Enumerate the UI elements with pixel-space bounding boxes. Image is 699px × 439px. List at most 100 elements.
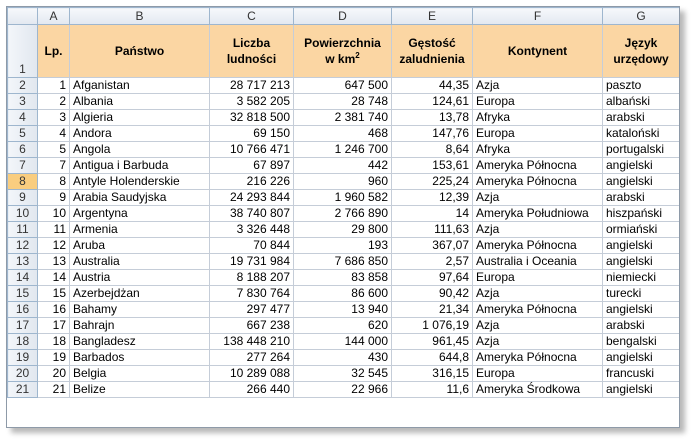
cell-gestosc[interactable]: 2,57 (391, 253, 473, 270)
cell-kontynent[interactable]: Azja (472, 285, 603, 302)
cell-panstwo[interactable]: Barbados (69, 349, 210, 366)
column-header-a[interactable]: A (37, 7, 70, 25)
cell-jezyk[interactable]: arabski (602, 189, 679, 206)
cell-lp[interactable]: 7 (37, 157, 70, 174)
cell-ludnosc[interactable]: 8 188 207 (209, 269, 294, 286)
cell-lp[interactable]: 12 (37, 237, 70, 254)
cell-gestosc[interactable]: 367,07 (391, 237, 473, 254)
cell-ludnosc[interactable]: 297 477 (209, 301, 294, 318)
cell-ludnosc[interactable]: 70 844 (209, 237, 294, 254)
cell-ludnosc[interactable]: 266 440 (209, 381, 294, 398)
cell-panstwo[interactable]: Bangladesz (69, 333, 210, 350)
cell-gestosc[interactable]: 316,15 (391, 365, 473, 382)
cell-lp[interactable]: 8 (37, 173, 70, 190)
row-header[interactable]: 8 (7, 173, 38, 190)
row-header[interactable]: 17 (7, 317, 38, 334)
cell-powierzchnia[interactable]: 13 940 (293, 301, 392, 318)
cell-gestosc[interactable]: 124,61 (391, 93, 473, 110)
row-header[interactable]: 1 (7, 24, 38, 78)
cell-ludnosc[interactable]: 69 150 (209, 125, 294, 142)
cell-jezyk[interactable]: albański (602, 93, 679, 110)
row-header[interactable]: 11 (7, 221, 38, 238)
cell-kontynent[interactable]: Ameryka Południowa (472, 205, 603, 222)
row-header[interactable]: 5 (7, 125, 38, 142)
cell-ludnosc[interactable]: 138 448 210 (209, 333, 294, 350)
cell-lp[interactable]: 19 (37, 349, 70, 366)
cell-gestosc[interactable]: 97,64 (391, 269, 473, 286)
cell-ludnosc[interactable]: 10 289 088 (209, 365, 294, 382)
cell-ludnosc[interactable]: 10 766 471 (209, 141, 294, 158)
cell-panstwo[interactable]: Antigua i Barbuda (69, 157, 210, 174)
header-cell-jezyk[interactable]: Język urzędowy (602, 24, 679, 78)
header-cell-panstwo[interactable]: Państwo (69, 24, 210, 78)
cell-lp[interactable]: 1 (37, 77, 70, 94)
cell-ludnosc[interactable]: 7 830 764 (209, 285, 294, 302)
column-header-d[interactable]: D (293, 7, 392, 25)
cell-ludnosc[interactable]: 24 293 844 (209, 189, 294, 206)
cell-lp[interactable]: 17 (37, 317, 70, 334)
cell-gestosc[interactable]: 147,76 (391, 125, 473, 142)
cell-jezyk[interactable]: angielski (602, 381, 679, 398)
cell-powierzchnia[interactable]: 960 (293, 173, 392, 190)
column-header-g[interactable]: G (602, 7, 679, 25)
cell-jezyk[interactable]: kataloński (602, 125, 679, 142)
cell-kontynent[interactable]: Ameryka Północna (472, 173, 603, 190)
cell-lp[interactable]: 16 (37, 301, 70, 318)
cell-lp[interactable]: 13 (37, 253, 70, 270)
cell-kontynent[interactable]: Azja (472, 333, 603, 350)
cell-powierzchnia[interactable]: 647 500 (293, 77, 392, 94)
cell-powierzchnia[interactable]: 29 800 (293, 221, 392, 238)
cell-gestosc[interactable]: 90,42 (391, 285, 473, 302)
cell-gestosc[interactable]: 13,78 (391, 109, 473, 126)
cell-kontynent[interactable]: Azja (472, 189, 603, 206)
cell-panstwo[interactable]: Armenia (69, 221, 210, 238)
cell-kontynent[interactable]: Europa (472, 269, 603, 286)
cell-powierzchnia[interactable]: 442 (293, 157, 392, 174)
cell-gestosc[interactable]: 14 (391, 205, 473, 222)
cell-panstwo[interactable]: Afganistan (69, 77, 210, 94)
cell-jezyk[interactable]: niemiecki (602, 269, 679, 286)
cell-powierzchnia[interactable]: 22 966 (293, 381, 392, 398)
cell-kontynent[interactable]: Australia i Oceania (472, 253, 603, 270)
row-header[interactable]: 13 (7, 253, 38, 270)
cell-powierzchnia[interactable]: 86 600 (293, 285, 392, 302)
header-cell-kontynent[interactable]: Kontynent (472, 24, 603, 78)
cell-gestosc[interactable]: 11,6 (391, 381, 473, 398)
cell-lp[interactable]: 10 (37, 205, 70, 222)
cell-ludnosc[interactable]: 67 897 (209, 157, 294, 174)
cell-ludnosc[interactable]: 19 731 984 (209, 253, 294, 270)
cell-kontynent[interactable]: Azja (472, 77, 603, 94)
cell-gestosc[interactable]: 12,39 (391, 189, 473, 206)
row-header[interactable]: 16 (7, 301, 38, 318)
cell-powierzchnia[interactable]: 468 (293, 125, 392, 142)
cell-ludnosc[interactable]: 667 238 (209, 317, 294, 334)
cell-panstwo[interactable]: Austria (69, 269, 210, 286)
cell-gestosc[interactable]: 644,8 (391, 349, 473, 366)
column-header-f[interactable]: F (472, 7, 603, 25)
row-header[interactable]: 10 (7, 205, 38, 222)
cell-lp[interactable]: 11 (37, 221, 70, 238)
cell-panstwo[interactable]: Bahrajn (69, 317, 210, 334)
cell-kontynent[interactable]: Azja (472, 317, 603, 334)
cell-jezyk[interactable]: angielski (602, 349, 679, 366)
cell-panstwo[interactable]: Antyle Holenderskie (69, 173, 210, 190)
cell-ludnosc[interactable]: 32 818 500 (209, 109, 294, 126)
cell-powierzchnia[interactable]: 2 766 890 (293, 205, 392, 222)
row-header[interactable]: 20 (7, 365, 38, 382)
cell-panstwo[interactable]: Angola (69, 141, 210, 158)
cell-jezyk[interactable]: paszto (602, 77, 679, 94)
row-header[interactable]: 7 (7, 157, 38, 174)
row-header[interactable]: 14 (7, 269, 38, 286)
cell-gestosc[interactable]: 44,35 (391, 77, 473, 94)
cell-ludnosc[interactable]: 28 717 213 (209, 77, 294, 94)
cell-powierzchnia[interactable]: 28 748 (293, 93, 392, 110)
cell-powierzchnia[interactable]: 193 (293, 237, 392, 254)
cell-kontynent[interactable]: Afryka (472, 141, 603, 158)
cell-kontynent[interactable]: Ameryka Północna (472, 301, 603, 318)
row-header[interactable]: 19 (7, 349, 38, 366)
cell-panstwo[interactable]: Australia (69, 253, 210, 270)
cell-powierzchnia[interactable]: 144 000 (293, 333, 392, 350)
cell-panstwo[interactable]: Azerbejdżan (69, 285, 210, 302)
cell-jezyk[interactable]: francuski (602, 365, 679, 382)
cell-powierzchnia[interactable]: 1 246 700 (293, 141, 392, 158)
